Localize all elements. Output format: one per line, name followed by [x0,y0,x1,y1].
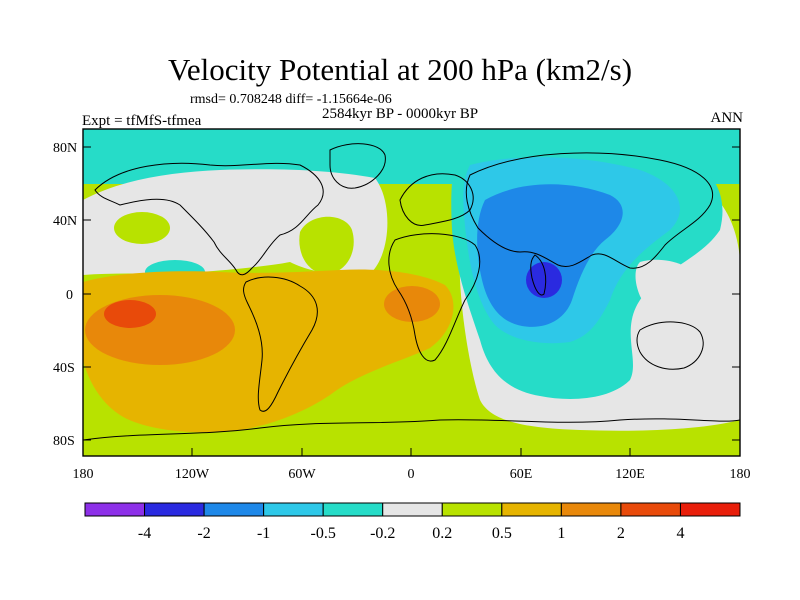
lon-ticks [82,448,741,456]
coast-antarctica [83,418,740,441]
colorbar-label-9: 4 [676,525,684,542]
colorbar-bin-3 [263,502,324,517]
lon-label-180w: 180 [73,467,94,482]
colorbar-bin-5 [382,502,443,517]
coast-south-america [243,276,318,412]
lon-label-120w: 120W [175,467,210,482]
coast-africa [388,233,481,362]
colorbar-label-8: 2 [617,525,625,542]
colorbar-bin-1 [144,502,205,517]
lat-label-80s: 80S [53,434,75,449]
field-blob-pacific [114,212,170,244]
coast-asia [465,152,713,269]
map-title: Velocity Potential at 200 hPa (km2/s) [167,52,633,87]
colorbar-bin-4 [322,502,384,517]
coast-north-america [94,162,324,276]
experiment-label: Expt = tfMfS-tfmea [82,113,202,129]
field-core-1-2-pacific [85,295,235,365]
field-neutral-seasia [635,259,704,323]
colorbar-label-3: -0.5 [311,525,336,542]
coast-greenland [329,143,386,189]
lon-label-0: 0 [408,467,415,482]
period-label: 2584kyr BP - 0000kyr BP [322,106,479,122]
lat-label-eq: 0 [66,288,73,303]
lat-label-80n: 80N [53,141,77,156]
lon-label-60e: 60E [510,467,533,482]
season-label: ANN [710,110,744,126]
lat-label-40s: 40S [53,361,75,376]
lon-label-180e: 180 [730,467,751,482]
colorbar-label-5: 0.2 [432,525,452,542]
colorbar-label-4: -0.2 [370,525,395,542]
stats-line: rmsd= 0.708248 diff= -1.15664e-06 [190,92,392,107]
colorbar [84,502,741,517]
contour-fill-field [83,129,740,456]
field-core-1-2-africa [384,286,440,322]
colorbar-label-7: 1 [557,525,565,542]
colorbar-label-2: -1 [257,525,270,542]
colorbar-bin-10 [679,502,741,517]
field-core-neg-2-4 [526,262,562,298]
field-blob-atlantic [299,216,354,275]
field-core-2-4 [104,300,156,328]
colorbar-labels: -4 -2 -1 -0.5 -0.2 0.2 0.5 1 2 4 [138,525,685,542]
lat-label-40n: 40N [53,214,77,229]
colorbar-bin-6 [441,502,503,517]
coast-australia [636,321,704,370]
colorbar-label-0: -4 [138,525,151,542]
field-negative-blue [477,184,623,327]
lon-label-60w: 60W [288,467,316,482]
colorbar-bin-7 [501,502,562,517]
coast-europe [399,173,474,226]
colorbar-bin-9 [620,502,681,517]
coastlines [83,143,740,441]
colorbar-label-1: -2 [197,525,210,542]
colorbar-label-6: 0.5 [492,525,512,542]
colorbar-bin-0 [84,502,146,517]
colorbar-bin-8 [560,502,622,517]
lon-label-120e: 120E [615,467,645,482]
lat-ticks [83,146,740,441]
coast-india [530,254,547,296]
colorbar-bin-2 [203,502,265,517]
